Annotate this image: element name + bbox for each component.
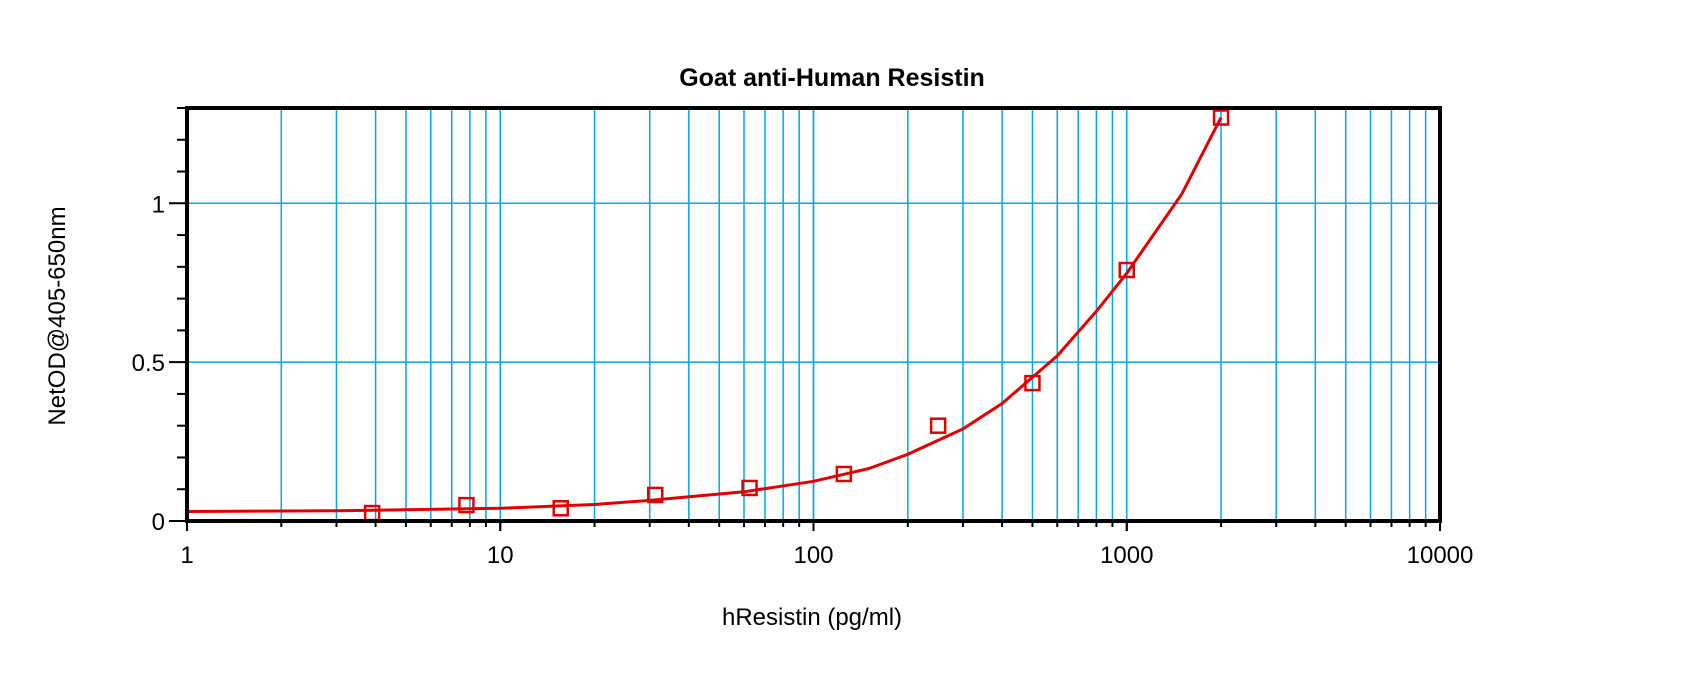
y-tick-label: 0.5 [132,350,165,377]
x-axis-label: hResistin (pg/ml) [722,604,902,631]
x-tick-label: 100 [793,542,833,569]
y-tick-label: 0 [152,509,165,536]
data-point [1024,374,1041,392]
axis-ticks [169,107,1441,531]
fitted-curve-line [186,116,1223,513]
data-point [647,486,664,504]
plot-frame [185,106,1442,523]
data-point [458,496,475,514]
fitted-curve [186,116,1223,513]
grid-lines [187,108,1440,521]
data-point [835,465,853,483]
x-tick-label: 1 [180,542,193,569]
x-tick-labels: 1 10 100 1000 10000 [180,542,1473,569]
data-point [1212,109,1230,126]
y-tick-label: 1 [152,191,165,218]
chart-title: Goat anti-Human Resistin [679,64,985,92]
data-points [363,109,1230,522]
y-tick-labels: 00.51 [132,191,165,536]
data-point [363,504,381,522]
y-axis-label: NetOD@405-650nm [44,206,71,425]
data-point [1118,261,1135,279]
x-tick-label: 10 [487,542,514,569]
data-point [929,417,947,434]
x-tick-label: 1000 [1100,542,1153,569]
data-point [741,479,758,497]
data-point [552,500,569,517]
x-tick-label: 10000 [1407,542,1474,569]
